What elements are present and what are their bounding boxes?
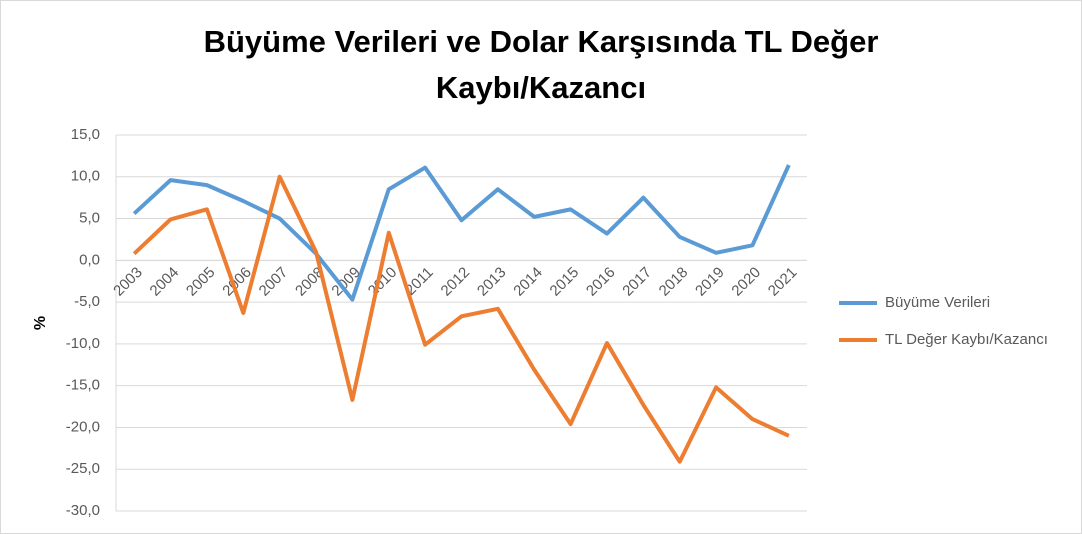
y-tick-label: 10,0 [71,168,100,185]
y-axis-label: % [32,316,49,330]
y-tick-label: -20,0 [66,418,100,435]
data-line [132,164,791,302]
data-line [132,174,790,464]
y-tick-label: -10,0 [66,335,100,352]
x-tick-label: 2004 [147,264,183,300]
x-tick-label: 2014 [510,264,546,300]
x-tick-label: 2019 [692,264,728,300]
legend-label: TL Değer Kaybı/Kazancı [885,331,1048,348]
y-tick-label: 15,0 [71,126,100,143]
x-tick-label: 2016 [583,264,619,300]
y-tick-label: -5,0 [74,293,100,310]
x-tick-label: 2013 [474,264,510,300]
y-tick-label: -15,0 [66,377,100,394]
x-tick-label: 2007 [256,264,292,300]
y-tick-label: -30,0 [66,502,100,519]
x-tick-label: 2020 [728,264,764,300]
legend-label: Büyüme Verileri [885,294,990,311]
x-tick-label: 2018 [656,264,692,300]
y-tick-label: 0,0 [79,251,100,268]
y-tick-label: -25,0 [66,460,100,477]
chart-title: Büyüme Verileri ve Dolar Karşısında TL D… [203,24,879,105]
x-tick-label: 2012 [438,264,474,300]
x-tick-label: 2005 [183,264,219,300]
x-tick-label: 2017 [619,264,655,300]
y-tick-label: 5,0 [79,210,100,227]
x-tick-label: 2015 [547,264,583,300]
x-tick-label: 2021 [765,264,801,300]
